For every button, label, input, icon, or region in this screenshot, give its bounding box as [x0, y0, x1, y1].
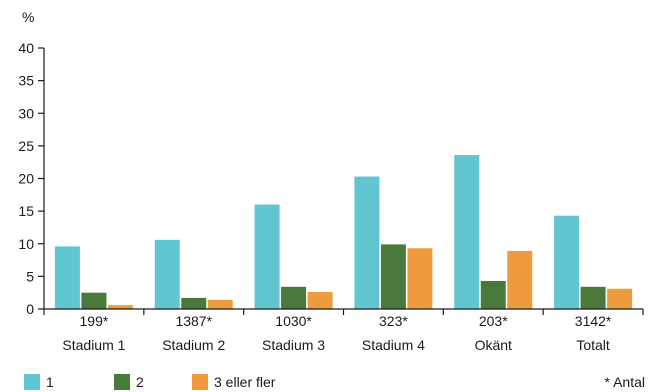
category-label: Stadium 3 [262, 337, 325, 353]
y-tick-label: 15 [18, 203, 34, 219]
legend-label-2: 2 [136, 374, 144, 390]
legend-label-3: 3 eller fler [214, 374, 276, 390]
bar-stadium-2-series-2 [181, 297, 207, 309]
y-tick-label: 25 [18, 138, 34, 154]
bar-stadium-4-series-2 [380, 244, 406, 309]
y-tick-label: 5 [26, 268, 34, 284]
legend: 1 2 3 eller fler [24, 374, 276, 390]
category-count: 1387* [175, 313, 212, 329]
bar-stadium-3-series-2 [281, 286, 307, 309]
bar-totalt-series-3 [607, 288, 633, 309]
bar-okänt-series-1 [454, 155, 480, 309]
y-tick-label: 20 [18, 171, 34, 187]
bar-stadium-1-series-3 [107, 305, 133, 309]
legend-swatch-1 [24, 374, 40, 390]
category-count: 203* [479, 313, 508, 329]
bar-stadium-2-series-1 [154, 239, 180, 309]
category-count: 199* [80, 313, 109, 329]
y-axis: 0 5 10 15 20 25 30 35 40 [18, 40, 45, 317]
category-count: 3142* [575, 313, 612, 329]
bar-stadium-3-series-1 [254, 204, 280, 309]
bar-stadium-4-series-1 [354, 176, 380, 309]
category-count: 1030* [275, 313, 312, 329]
bar-stadium-4-series-3 [407, 248, 433, 309]
category-label: Okänt [475, 337, 512, 353]
legend-swatch-3 [192, 374, 208, 390]
bar-stadium-3-series-3 [307, 292, 333, 309]
bars [54, 155, 633, 309]
y-tick-label: 10 [18, 236, 34, 252]
category-label: Stadium 2 [162, 337, 225, 353]
y-axis-label: % [22, 9, 34, 25]
category-count: 323* [379, 313, 408, 329]
bar-totalt-series-2 [580, 286, 606, 309]
category-label: Totalt [576, 337, 610, 353]
footnote: * Antal [605, 374, 645, 390]
y-tick-label: 40 [18, 40, 34, 56]
x-axis: 199* Stadium 1 1387* Stadium 2 1030* Stadium … [43, 308, 644, 353]
y-tick-label: 0 [26, 301, 34, 317]
bar-stadium-1-series-1 [54, 246, 80, 309]
y-tick-label: 30 [18, 105, 34, 121]
y-tick-label: 35 [18, 73, 34, 89]
category-label: Stadium 4 [362, 337, 425, 353]
category-label: Stadium 1 [62, 337, 125, 353]
bar-okänt-series-3 [507, 250, 533, 309]
bar-okänt-series-2 [480, 280, 506, 309]
bar-stadium-1-series-2 [81, 292, 107, 309]
legend-swatch-2 [114, 374, 130, 390]
legend-label-1: 1 [46, 374, 54, 390]
bar-stadium-2-series-3 [207, 299, 233, 309]
bar-totalt-series-1 [554, 215, 580, 309]
